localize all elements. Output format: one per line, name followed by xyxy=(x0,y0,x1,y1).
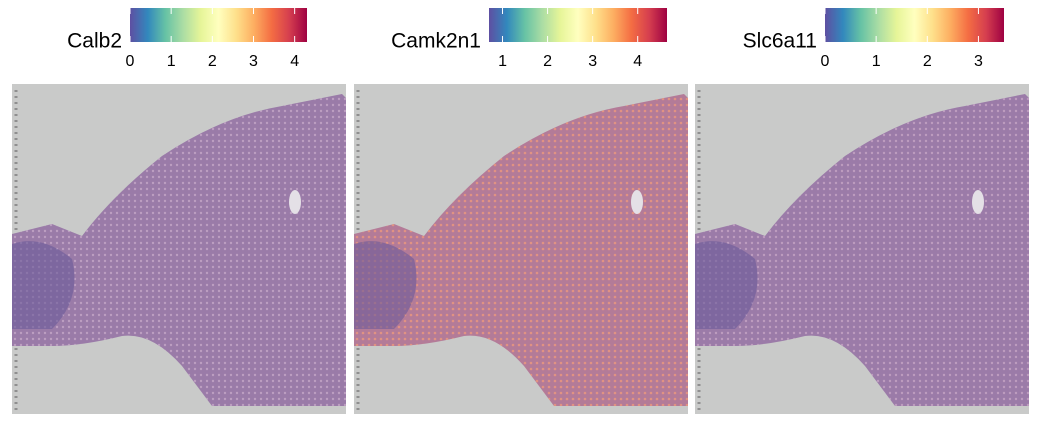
tick-label: 1 xyxy=(498,53,507,70)
gene-label: Camk2n1 xyxy=(391,30,481,53)
gene-label: Calb2 xyxy=(67,30,122,53)
cerebellum-layer xyxy=(12,241,75,329)
tick-label: 0 xyxy=(821,53,830,70)
tick-label: 4 xyxy=(633,53,642,70)
panel: Camk2n1 1 2 3 4 xyxy=(354,8,688,414)
cerebellum-layer xyxy=(354,241,417,329)
gene-label: Slc6a11 xyxy=(743,30,817,53)
tick-label: 3 xyxy=(249,53,258,70)
cerebellum-layer xyxy=(695,241,758,329)
tissue xyxy=(354,94,688,406)
ventricle xyxy=(289,190,301,214)
tick-label: 1 xyxy=(872,53,881,70)
tick-label: 2 xyxy=(923,53,932,70)
tissue xyxy=(12,94,346,406)
colorbar xyxy=(489,8,667,42)
tissue xyxy=(695,94,1029,406)
tick-label: 1 xyxy=(167,53,176,70)
tick-label: 3 xyxy=(588,53,597,70)
tick-label: 3 xyxy=(974,53,983,70)
ventricle xyxy=(631,190,643,214)
colorbar xyxy=(130,8,307,42)
ventricle xyxy=(972,190,984,214)
tick-label: 2 xyxy=(543,53,552,70)
tick-label: 0 xyxy=(126,53,135,70)
colorbar xyxy=(825,8,1004,42)
tick-label: 4 xyxy=(290,53,299,70)
tick-label: 2 xyxy=(208,53,217,70)
